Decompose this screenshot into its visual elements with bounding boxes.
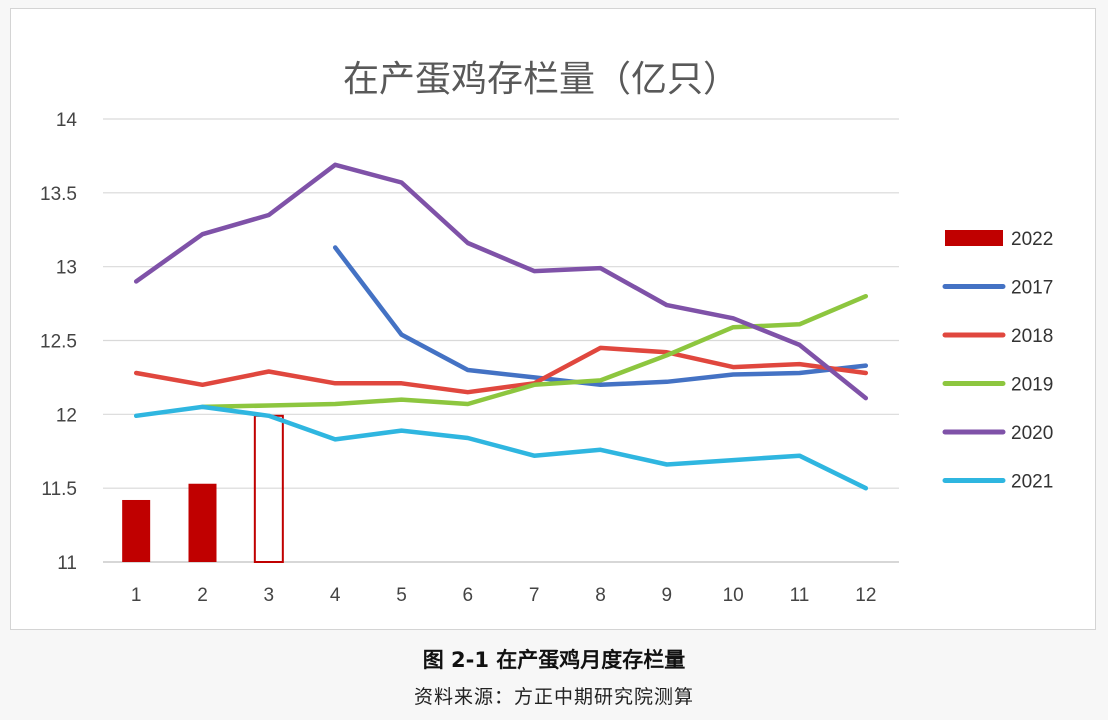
- x-tick-label: 12: [855, 585, 876, 606]
- legend-label-2019: 2019: [1011, 375, 1053, 396]
- x-tick-label: 11: [790, 585, 810, 606]
- line-series: [133, 162, 869, 491]
- x-tick-label: 7: [529, 585, 540, 606]
- bar-2022: [122, 499, 151, 562]
- chart-title: 在产蛋鸡存栏量（亿只）: [343, 59, 739, 100]
- x-tick-label: 6: [463, 585, 474, 606]
- x-tick-label: 9: [662, 585, 673, 606]
- x-tick-label: 1: [131, 585, 142, 606]
- legend-label-2018: 2018: [1011, 326, 1053, 347]
- legend-label-2017: 2017: [1011, 278, 1053, 299]
- line-2020: [133, 162, 869, 401]
- x-tick-label: 4: [330, 585, 341, 606]
- y-tick-label: 13.5: [40, 184, 77, 205]
- legend: 2022 2017 2018 2019 2020 2021: [942, 229, 1053, 493]
- line-2021: [133, 404, 869, 491]
- figure-caption: 图 2-1 在产蛋鸡月度存栏量: [422, 648, 686, 672]
- y-tick-label: 14: [56, 110, 78, 131]
- y-tick-label: 11.5: [41, 479, 77, 500]
- legend-label-2022: 2022: [1011, 229, 1053, 250]
- x-tick-label: 5: [396, 585, 407, 606]
- bar-2022: [253, 414, 284, 563]
- legend-label-2021: 2021: [1011, 472, 1053, 493]
- x-tick-label: 2: [197, 585, 208, 606]
- bar-series-2022: [122, 414, 284, 563]
- line-2019: [200, 293, 869, 410]
- line-2018: [133, 345, 869, 395]
- y-tick-label: 13: [56, 258, 77, 279]
- y-tick-label: 12: [56, 405, 77, 426]
- source-note: 资料来源：方正中期研究院测算: [413, 686, 694, 708]
- grid-lines: [103, 118, 899, 563]
- y-axis-ticks: 11 11.5 12 12.5 13 13.5 14: [40, 110, 77, 574]
- y-tick-label: 11: [57, 553, 77, 574]
- x-tick-label: 10: [723, 585, 744, 606]
- line-2017: [332, 245, 869, 388]
- x-tick-label: 8: [595, 585, 606, 606]
- x-tick-label: 3: [264, 585, 275, 606]
- bar-2022: [188, 483, 217, 562]
- y-tick-label: 12.5: [40, 332, 77, 353]
- legend-swatch-2022: [945, 230, 1003, 246]
- x-axis-ticks: 1 2 3 4 5 6 7 8 9 10 11 12: [131, 585, 877, 606]
- legend-label-2020: 2020: [1011, 423, 1053, 444]
